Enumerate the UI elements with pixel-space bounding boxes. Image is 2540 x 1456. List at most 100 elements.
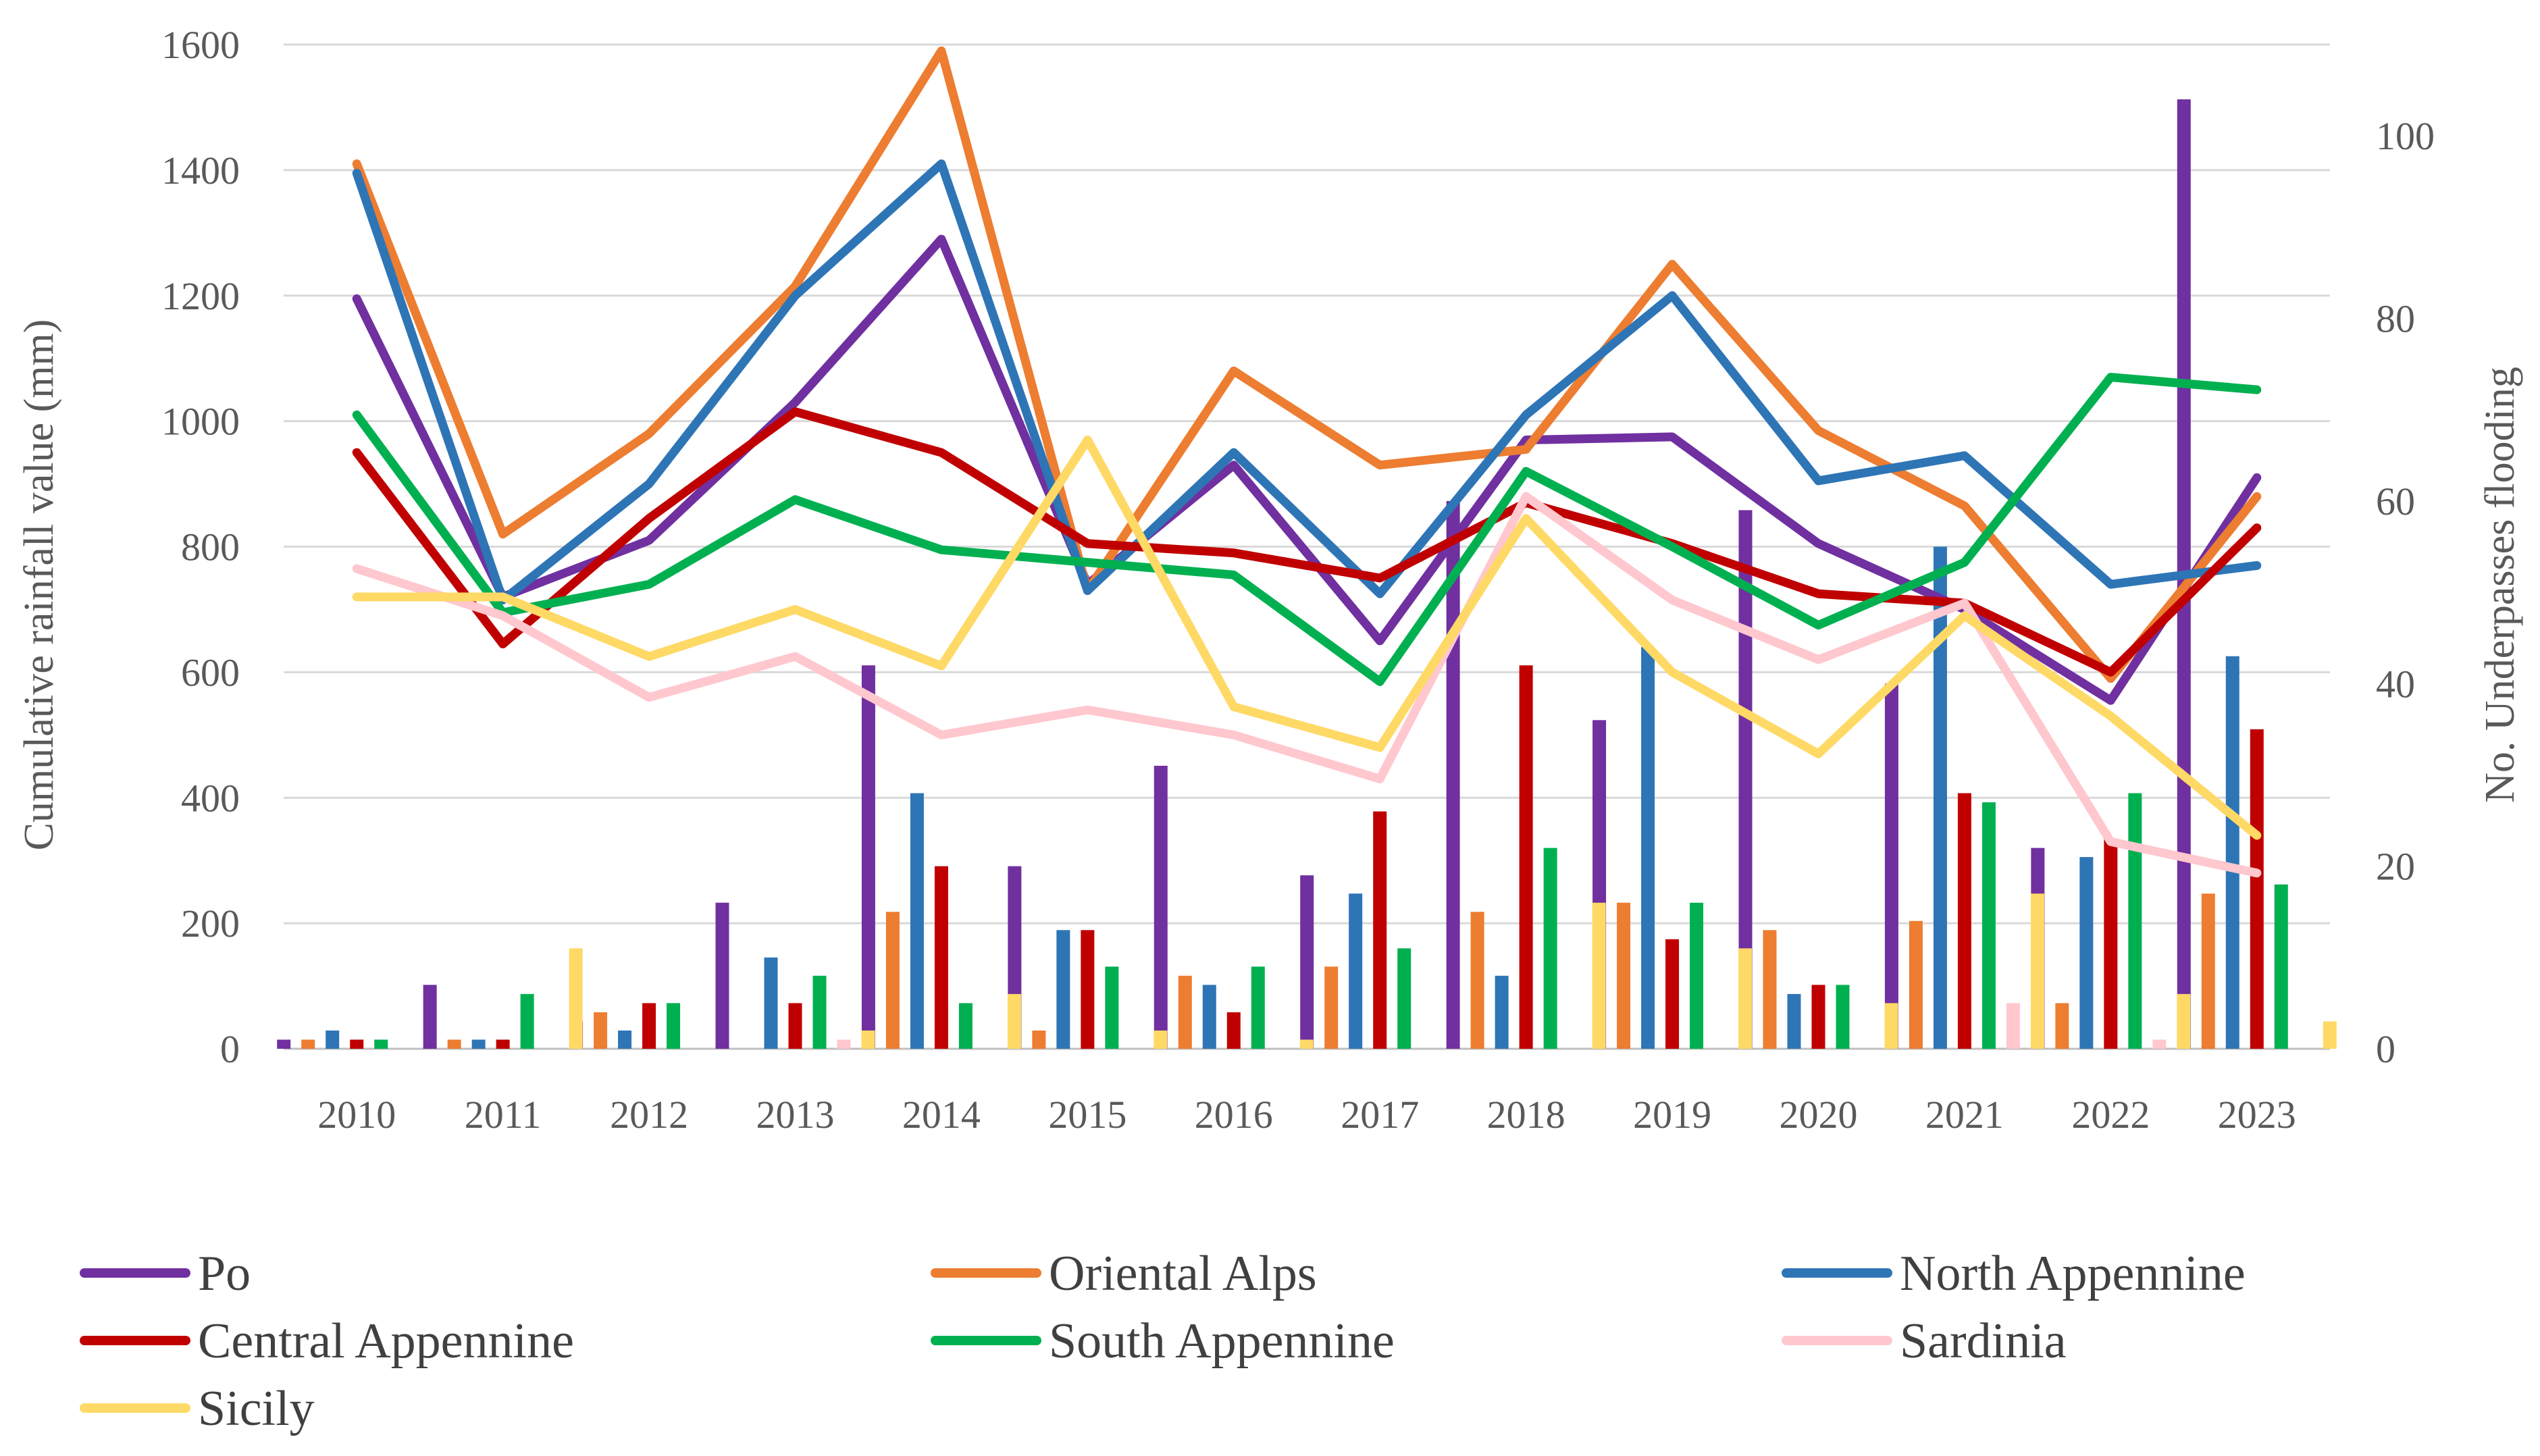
bar — [1349, 893, 1363, 1049]
bar — [958, 1003, 973, 1049]
legend-item: Central Appennine — [80, 1314, 574, 1369]
bar — [374, 1039, 388, 1049]
y-axis-ticks: 0 200 400 600 800 1000 1200 1400 1600 — [161, 23, 240, 1071]
bar — [1617, 902, 1631, 1049]
bar — [861, 665, 875, 1049]
y-tick-label: 600 — [181, 650, 240, 694]
bar-series-sardinia — [837, 1003, 2167, 1049]
y-tick-label: 800 — [181, 525, 240, 569]
bar — [1081, 930, 1095, 1049]
bar — [1202, 985, 1216, 1049]
bar — [496, 1039, 510, 1049]
y-tick-label: 0 — [220, 1027, 240, 1071]
bar — [520, 993, 534, 1049]
legend-item: Oriental Alps — [931, 1246, 1317, 1301]
bar — [1519, 665, 1533, 1049]
y2-tick-label: 40 — [2376, 662, 2415, 706]
bar — [2006, 1003, 2020, 1049]
bar — [2177, 993, 2191, 1049]
legend-label: Oriental Alps — [1049, 1246, 1317, 1301]
y-tick-label: 200 — [181, 902, 240, 945]
bar — [1251, 966, 1265, 1049]
bar — [471, 1039, 486, 1049]
line-sicily — [352, 436, 2262, 840]
bar — [1884, 1003, 1898, 1049]
y-axis-title: Cumulative rainfall value (mm) — [16, 319, 62, 851]
bar — [1836, 985, 1850, 1049]
bar — [1884, 683, 1898, 1049]
line-south-appennine — [352, 373, 2262, 686]
bar — [1665, 939, 1680, 1049]
bar — [667, 1003, 681, 1049]
bar — [2323, 1021, 2337, 1049]
line-central-appennine — [352, 407, 2262, 677]
bar — [1543, 848, 1557, 1049]
bar — [1324, 966, 1339, 1049]
line-sardinia — [352, 492, 2262, 878]
y2-tick-label: 60 — [2376, 479, 2415, 523]
bar — [618, 1030, 632, 1049]
legend-item: Po — [80, 1246, 251, 1301]
bar — [1690, 902, 1704, 1049]
y-tick-label: 1600 — [161, 23, 240, 67]
bar-series-central-appennine — [350, 665, 2264, 1049]
bar — [1056, 930, 1070, 1049]
y2-axis-ticks: 0 20 40 60 80 100 — [2376, 114, 2435, 1071]
bar-series-oriental-alps — [301, 893, 2215, 1049]
x-tick-label: 2022 — [2071, 1093, 2150, 1137]
bar — [2055, 1003, 2069, 1049]
bar — [1105, 966, 1119, 1049]
line-series — [352, 46, 2262, 878]
x-tick-label: 2014 — [902, 1093, 981, 1137]
y-tick-label: 1000 — [161, 400, 240, 444]
y2-tick-label: 0 — [2376, 1027, 2395, 1071]
bar — [1763, 930, 1777, 1049]
bar — [1373, 811, 1387, 1049]
bar — [2030, 893, 2044, 1049]
bar — [594, 1012, 608, 1049]
y2-tick-label: 100 — [2376, 114, 2435, 158]
x-tick-label: 2015 — [1048, 1093, 1126, 1137]
bar — [1933, 546, 1947, 1049]
x-tick-label: 2021 — [1925, 1093, 2004, 1137]
bar — [2104, 839, 2118, 1049]
bar — [277, 1039, 291, 1049]
x-tick-label: 2016 — [1195, 1093, 1273, 1137]
bar — [1495, 975, 1509, 1049]
bar — [1981, 802, 1996, 1049]
bar-series-north-appennine — [326, 546, 2239, 1049]
bar — [1154, 765, 1168, 1049]
line-oriental-alps — [352, 46, 2262, 683]
bar — [350, 1039, 364, 1049]
bar — [1299, 1039, 1314, 1049]
bar — [715, 902, 729, 1049]
y-tick-label: 1400 — [161, 149, 240, 192]
bar — [2225, 656, 2239, 1049]
legend-label: Central Appennine — [198, 1314, 574, 1369]
bar — [1909, 920, 1923, 1049]
bar — [1811, 985, 1825, 1049]
legend-item: Sicily — [80, 1381, 315, 1436]
bar — [1226, 1012, 1241, 1049]
x-tick-label: 2018 — [1487, 1093, 1565, 1137]
legend-label: Po — [198, 1246, 251, 1301]
bar — [2079, 857, 2094, 1049]
bar — [1957, 793, 1971, 1049]
x-axis-ticks: 2010 2011 2012 2013 2014 2015 2016 2017 2018 2019… — [317, 1093, 2296, 1137]
bar — [2152, 1039, 2167, 1049]
bar — [301, 1039, 315, 1049]
legend-label: Sardinia — [1900, 1314, 2067, 1369]
bar-series-sicily — [569, 893, 2337, 1049]
bar — [1641, 647, 1655, 1049]
x-tick-label: 2013 — [756, 1093, 835, 1137]
bar — [2128, 793, 2142, 1049]
bar — [2250, 729, 2264, 1049]
x-tick-label: 2023 — [2218, 1093, 2296, 1137]
legend: Po Oriental Alps North Appennine Central Ap… — [80, 1246, 2246, 1436]
y-tick-label: 400 — [181, 776, 240, 820]
bar — [1154, 1030, 1168, 1049]
bar — [1787, 993, 1801, 1049]
x-tick-label: 2017 — [1341, 1093, 1419, 1137]
bar-series-south-appennine — [374, 793, 2288, 1049]
legend-label: South Appennine — [1049, 1314, 1395, 1369]
